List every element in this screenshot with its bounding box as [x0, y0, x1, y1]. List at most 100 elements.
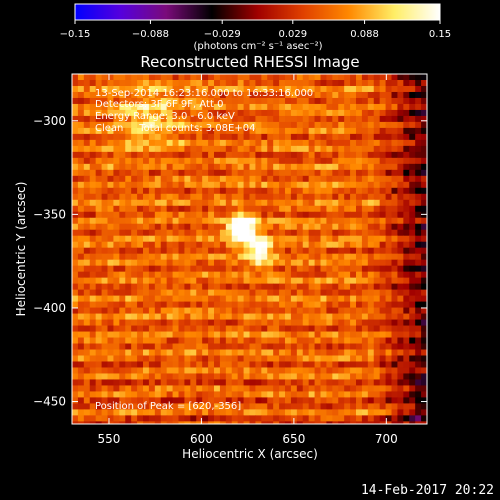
heatmap-cell — [237, 151, 245, 159]
heatmap-cell — [154, 199, 162, 207]
heatmap-cell — [344, 373, 351, 381]
heatmap-cell — [302, 349, 310, 357]
heatmap-cell — [231, 289, 239, 297]
heatmap-cell — [356, 85, 363, 93]
heatmap-cell — [131, 319, 138, 327]
heatmap-cell — [113, 109, 120, 117]
heatmap-cell — [131, 181, 138, 189]
heatmap-cell — [415, 115, 422, 123]
heatmap-cell — [184, 313, 191, 321]
heatmap-cell — [214, 289, 221, 297]
heatmap-cell — [391, 319, 399, 327]
heatmap-cell — [332, 265, 339, 273]
heatmap-cell — [302, 175, 310, 183]
heatmap-cell — [332, 133, 339, 141]
heatmap-cell — [113, 97, 120, 105]
heatmap-cell — [391, 109, 399, 117]
heatmap-cell — [403, 361, 410, 369]
heatmap-cell — [356, 313, 363, 321]
heatmap-cell — [279, 97, 286, 105]
heatmap-cell — [172, 409, 180, 416]
heatmap-cell — [379, 175, 387, 183]
heatmap-cell — [415, 349, 422, 357]
heatmap-cell — [249, 151, 257, 159]
heatmap-cell — [137, 241, 144, 249]
heatmap-cell — [101, 229, 109, 237]
heatmap-cell — [190, 271, 197, 279]
heatmap-cell — [326, 223, 333, 231]
heatmap-cell — [385, 85, 393, 93]
heatmap-cell — [273, 295, 280, 303]
heatmap-cell — [219, 241, 227, 249]
heatmap-cell — [131, 193, 138, 201]
heatmap-cell — [125, 355, 132, 363]
heatmap-cell — [403, 319, 410, 327]
heatmap-cell — [385, 145, 393, 153]
heatmap-cell — [308, 91, 316, 99]
heatmap-cell — [391, 163, 399, 171]
heatmap-cell — [409, 175, 416, 183]
heatmap-cell — [89, 415, 97, 422]
heatmap-cell — [285, 253, 292, 261]
heatmap-cell — [72, 403, 79, 411]
heatmap-cell — [421, 325, 427, 333]
axis-ticks: 550 600 650 700−300−350−400−450 — [33, 74, 427, 446]
heatmap-cell — [208, 307, 215, 315]
heatmap-cell — [397, 211, 404, 219]
heatmap-cell — [125, 265, 132, 273]
heatmap-cell — [421, 253, 427, 261]
heatmap-cell — [421, 313, 427, 321]
heatmap-cell — [373, 163, 381, 171]
heatmap-cell — [148, 343, 156, 351]
heatmap-cell — [131, 241, 138, 249]
heatmap-cell — [326, 193, 333, 201]
heatmap-cell — [101, 235, 109, 243]
heatmap-cell — [261, 343, 268, 351]
heatmap-cell — [219, 169, 227, 177]
heatmap-cell — [113, 373, 120, 381]
heatmap-cell — [367, 343, 375, 351]
heatmap-cell — [243, 265, 251, 273]
heatmap-cell — [373, 391, 381, 399]
heatmap-cell — [225, 157, 233, 165]
heatmap-cell — [178, 295, 186, 303]
heatmap-cell — [391, 133, 399, 141]
heatmap-cell — [219, 127, 227, 135]
heatmap-cell — [184, 169, 191, 177]
heatmap-cell — [320, 79, 328, 87]
heatmap-cell — [367, 397, 375, 405]
heatmap-cell — [172, 187, 180, 195]
heatmap-cell — [361, 211, 369, 219]
heatmap-cell — [338, 283, 345, 291]
heatmap-cell — [178, 85, 186, 93]
heatmap-cell — [89, 391, 97, 399]
heatmap-cell — [208, 295, 215, 303]
heatmap-cell — [361, 109, 369, 117]
heatmap-cell — [397, 97, 404, 105]
heatmap-cell — [154, 253, 162, 261]
heatmap-cell — [273, 403, 280, 411]
heatmap-cell — [125, 283, 132, 291]
heatmap-cell — [214, 349, 221, 357]
heatmap-cell — [243, 397, 251, 405]
heatmap-cell — [225, 313, 233, 321]
heatmap-cell — [219, 217, 227, 225]
heatmap-cell — [409, 397, 416, 405]
heatmap-cell — [214, 109, 221, 117]
heatmap-cell — [308, 421, 316, 424]
heatmap-cell — [344, 301, 351, 309]
heatmap-cell — [237, 247, 245, 255]
heatmap-cell — [249, 163, 257, 171]
heatmap-cell — [421, 163, 427, 171]
heatmap-cell — [107, 205, 115, 213]
heatmap-cell — [296, 409, 304, 416]
heatmap-cell — [184, 74, 191, 81]
heatmap-cell — [243, 187, 251, 195]
heatmap-cell — [261, 229, 268, 237]
heatmap-cell — [285, 151, 292, 159]
heatmap-cell — [296, 355, 304, 363]
heatmap-cell — [273, 265, 280, 273]
heatmap-cell — [225, 79, 233, 87]
heatmap-cell — [208, 271, 215, 279]
heatmap-cell — [113, 265, 120, 273]
